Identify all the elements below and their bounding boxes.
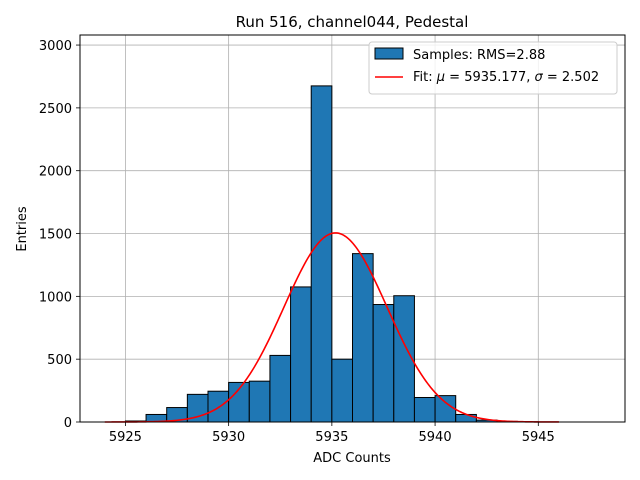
axes-frame [79, 34, 626, 423]
legend-label-fit: Fit: μ = 5935.177, σ = 2.502 [413, 70, 599, 85]
histogram-bar [290, 286, 312, 423]
histogram-bar [372, 304, 395, 423]
histogram-bar [455, 413, 477, 423]
y-tick-label: 0 [64, 416, 72, 431]
legend: Samples: RMS=2.88 Fit: μ = 5935.177, σ =… [368, 41, 618, 95]
histogram-bar [269, 354, 292, 423]
fit-label-prefix: Fit: [413, 70, 437, 85]
histogram-bar [310, 85, 333, 423]
histogram-bar [331, 358, 353, 423]
x-tick-label: 5925 [109, 430, 142, 445]
y-tick-label: 500 [47, 353, 72, 368]
y-tick-label: 2500 [39, 102, 72, 117]
legend-label-samples: Samples: RMS=2.88 [413, 48, 545, 63]
fit-mu-value: = 5935.177, [445, 70, 534, 85]
y-tick-label: 2000 [39, 165, 72, 180]
x-tick-label: 5930 [212, 430, 245, 445]
fit-curve [104, 232, 559, 423]
histogram-bars [124, 85, 539, 423]
y-axis-label: Entries [15, 206, 30, 252]
x-tick-label: 5945 [522, 430, 555, 445]
histogram-bar [413, 396, 436, 423]
x-tick-label: 5935 [315, 430, 348, 445]
histogram-bar [248, 380, 271, 423]
y-tick-label: 1500 [39, 228, 72, 243]
axis-ticks: 5925 5930 5935 5940 5945 0 500 1000 1500 2000 2500… [39, 39, 555, 445]
y-tick-label: 3000 [39, 39, 72, 54]
fit-sigma-value: = 2.502 [543, 70, 599, 85]
legend-swatch-samples [374, 47, 404, 60]
legend-frame [368, 41, 618, 95]
x-axis-label: ADC Counts [313, 451, 391, 466]
fit-sigma-symbol: σ [535, 70, 544, 85]
fit-mu-symbol: μ [436, 70, 445, 85]
y-tick-label: 1000 [39, 290, 72, 305]
histogram-bar [207, 390, 230, 423]
x-tick-label: 5940 [419, 430, 452, 445]
chart-title: Run 516, channel044, Pedestal [236, 13, 469, 31]
histogram-bar [352, 253, 374, 423]
histogram-bar [434, 395, 457, 423]
